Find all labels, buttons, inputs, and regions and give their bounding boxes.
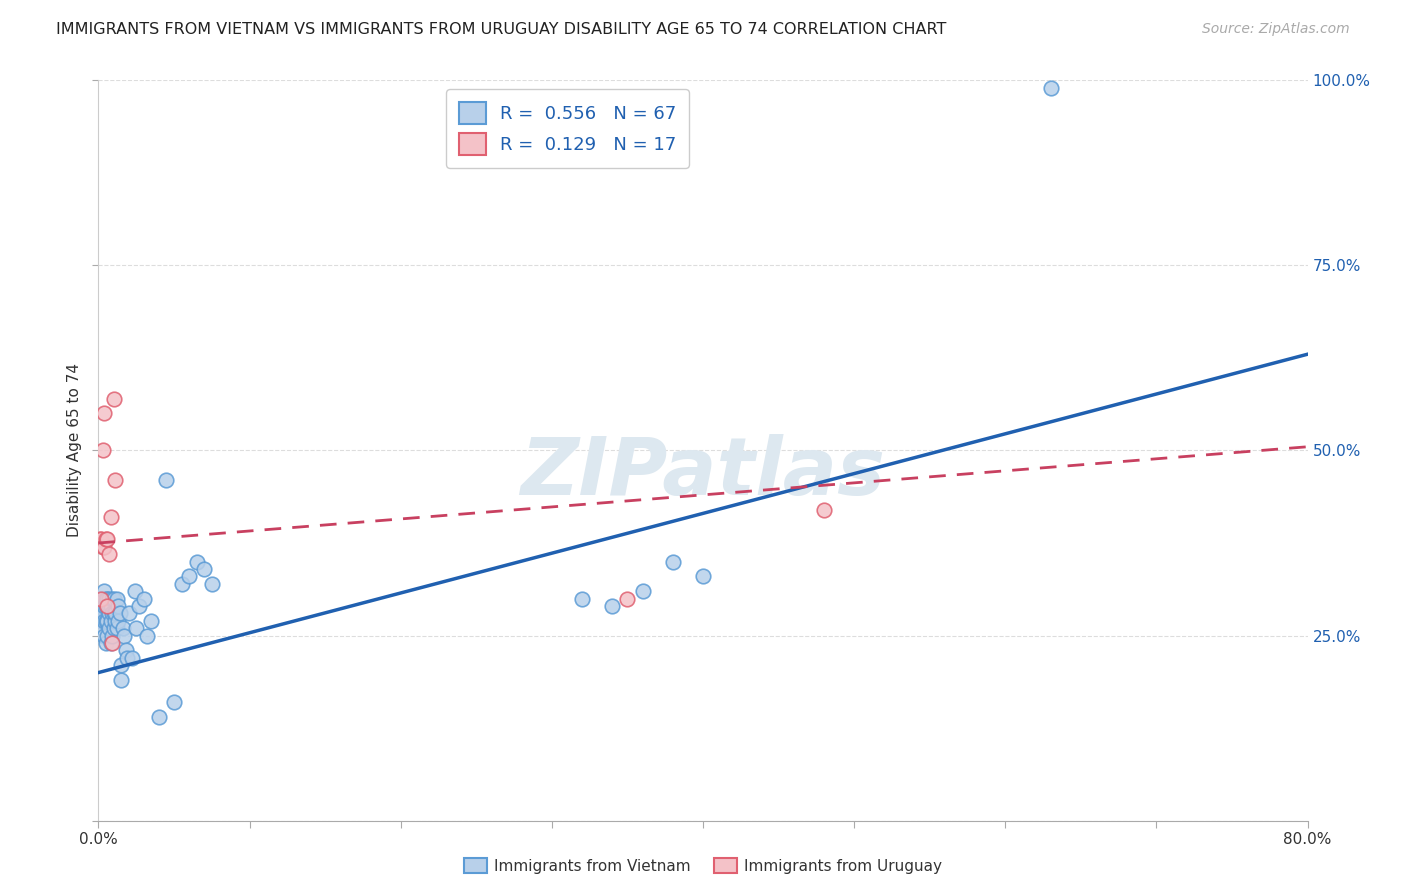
Point	[104, 614, 127, 628]
Point	[90, 533, 112, 547]
Point	[94, 614, 117, 628]
Point	[115, 650, 138, 665]
Point	[93, 599, 115, 613]
Point	[98, 599, 121, 613]
Point	[96, 599, 118, 613]
Text: IMMIGRANTS FROM VIETNAM VS IMMIGRANTS FROM URUGUAY DISABILITY AGE 65 TO 74 CORRE: IMMIGRANTS FROM VIETNAM VS IMMIGRANTS FR…	[56, 22, 946, 37]
Point	[163, 695, 186, 709]
Point	[186, 555, 208, 569]
Point	[128, 599, 150, 613]
Point	[114, 643, 136, 657]
Point	[98, 621, 121, 635]
Point	[111, 621, 134, 635]
Point	[93, 614, 115, 628]
Point	[98, 607, 121, 621]
Point	[100, 614, 122, 628]
Point	[201, 576, 224, 591]
Point	[91, 607, 114, 621]
Point	[125, 621, 148, 635]
Point	[155, 473, 177, 487]
Point	[93, 584, 115, 599]
Point	[141, 614, 163, 628]
Point	[103, 607, 125, 621]
Point	[104, 473, 127, 487]
Point	[100, 636, 122, 650]
Point	[101, 628, 124, 642]
Point	[103, 591, 125, 606]
Legend: R =  0.556   N = 67, R =  0.129   N = 17: R = 0.556 N = 67, R = 0.129 N = 17	[446, 89, 689, 168]
Point	[661, 555, 683, 569]
Point	[94, 636, 117, 650]
Point	[90, 591, 112, 606]
Point	[94, 533, 117, 547]
Point	[98, 547, 121, 561]
Point	[93, 540, 115, 554]
Point	[105, 621, 128, 635]
Point	[94, 599, 117, 613]
Point	[132, 591, 155, 606]
Point	[101, 591, 124, 606]
Point	[148, 710, 170, 724]
Point	[96, 533, 118, 547]
Point	[110, 658, 132, 673]
Point	[110, 673, 132, 687]
Point	[179, 569, 201, 583]
Point	[135, 628, 157, 642]
Y-axis label: Disability Age 65 to 74: Disability Age 65 to 74	[67, 363, 83, 538]
Point	[121, 650, 143, 665]
Point	[193, 562, 215, 576]
Point	[96, 628, 118, 642]
Point	[105, 591, 128, 606]
Text: ZIPatlas: ZIPatlas	[520, 434, 886, 512]
Point	[93, 628, 115, 642]
Point	[104, 607, 127, 621]
Point	[108, 607, 131, 621]
Legend: Immigrants from Vietnam, Immigrants from Uruguay: Immigrants from Vietnam, Immigrants from…	[457, 852, 949, 880]
Point	[100, 599, 122, 613]
Point	[98, 591, 121, 606]
Point	[89, 533, 111, 547]
Point	[96, 599, 118, 613]
Point	[94, 591, 117, 606]
Point	[616, 591, 638, 606]
Point	[101, 607, 124, 621]
Point	[100, 510, 122, 524]
Point	[602, 599, 624, 613]
Point	[107, 614, 129, 628]
Point	[91, 591, 114, 606]
Point	[118, 607, 141, 621]
Point	[571, 591, 593, 606]
Point	[90, 599, 112, 613]
Point	[91, 621, 114, 635]
Point	[124, 584, 146, 599]
Point	[112, 628, 135, 642]
Point	[103, 392, 125, 406]
Point	[101, 636, 124, 650]
Point	[89, 591, 111, 606]
Point	[1039, 80, 1062, 95]
Point	[89, 607, 111, 621]
Point	[170, 576, 193, 591]
Point	[631, 584, 654, 599]
Point	[96, 614, 118, 628]
Point	[91, 443, 114, 458]
Point	[103, 621, 125, 635]
Point	[813, 502, 835, 516]
Point	[692, 569, 714, 583]
Point	[96, 591, 118, 606]
Point	[107, 599, 129, 613]
Point	[91, 540, 114, 554]
Point	[93, 407, 115, 421]
Point	[90, 614, 112, 628]
Text: Source: ZipAtlas.com: Source: ZipAtlas.com	[1202, 22, 1350, 37]
